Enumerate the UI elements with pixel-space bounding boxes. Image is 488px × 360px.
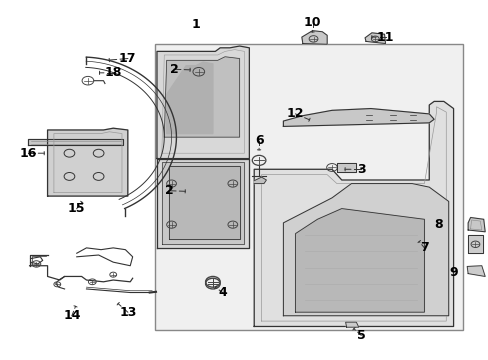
Text: 4: 4 bbox=[218, 286, 226, 299]
Text: 2: 2 bbox=[164, 184, 173, 197]
Polygon shape bbox=[169, 166, 239, 239]
Text: 5: 5 bbox=[356, 329, 365, 342]
Polygon shape bbox=[28, 139, 122, 145]
Polygon shape bbox=[162, 162, 244, 244]
Polygon shape bbox=[345, 322, 358, 327]
Text: 3: 3 bbox=[356, 163, 365, 176]
Text: 9: 9 bbox=[448, 266, 457, 279]
Polygon shape bbox=[336, 163, 356, 172]
Polygon shape bbox=[47, 128, 127, 196]
Bar bbox=[154, 44, 462, 330]
Polygon shape bbox=[283, 109, 433, 126]
Polygon shape bbox=[466, 266, 484, 276]
Text: 7: 7 bbox=[419, 241, 428, 255]
Text: 8: 8 bbox=[434, 218, 443, 231]
Polygon shape bbox=[254, 102, 453, 327]
Text: 11: 11 bbox=[376, 31, 393, 44]
Polygon shape bbox=[157, 158, 249, 248]
Text: 2: 2 bbox=[169, 63, 178, 76]
Polygon shape bbox=[467, 235, 482, 253]
Polygon shape bbox=[467, 217, 484, 232]
Polygon shape bbox=[365, 33, 385, 44]
Text: 1: 1 bbox=[191, 18, 200, 31]
Polygon shape bbox=[157, 46, 249, 158]
Text: 13: 13 bbox=[119, 306, 136, 319]
Text: 10: 10 bbox=[303, 16, 321, 29]
Text: 12: 12 bbox=[286, 107, 304, 120]
Text: 18: 18 bbox=[104, 66, 122, 79]
Polygon shape bbox=[295, 208, 424, 312]
Polygon shape bbox=[283, 184, 448, 316]
Text: 16: 16 bbox=[20, 147, 37, 160]
Text: 6: 6 bbox=[254, 134, 263, 147]
Polygon shape bbox=[166, 62, 212, 134]
Polygon shape bbox=[301, 31, 326, 44]
Text: 14: 14 bbox=[63, 309, 81, 322]
Polygon shape bbox=[254, 177, 266, 184]
Polygon shape bbox=[164, 57, 239, 137]
Text: 15: 15 bbox=[68, 202, 85, 215]
Text: 17: 17 bbox=[119, 52, 136, 65]
